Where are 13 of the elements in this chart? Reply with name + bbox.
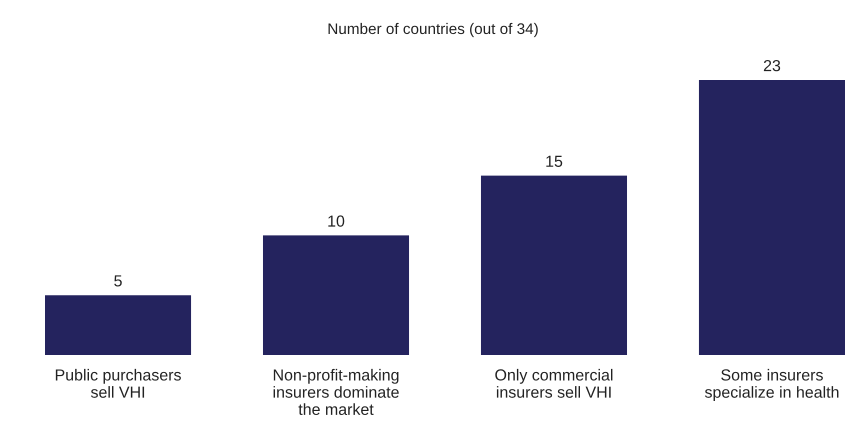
x-tick-label: Non-profit-making insurers dominate the market xyxy=(274,368,399,416)
data-label: 10 xyxy=(328,215,344,227)
x-tick-label: Some insurers specialize in health xyxy=(704,368,838,401)
bar xyxy=(698,80,845,355)
data-label: 5 xyxy=(114,275,122,287)
x-tick-label: Public purchasers sell VHI xyxy=(56,368,181,398)
data-label: 15 xyxy=(546,156,562,167)
bar xyxy=(262,235,410,355)
bar xyxy=(45,295,192,355)
x-tick-label: Only commercial insurers sell VHI xyxy=(495,368,612,398)
bar xyxy=(480,176,628,355)
data-label: 23 xyxy=(764,60,780,72)
chart-title: Number of countries (out of 34) xyxy=(328,22,538,38)
